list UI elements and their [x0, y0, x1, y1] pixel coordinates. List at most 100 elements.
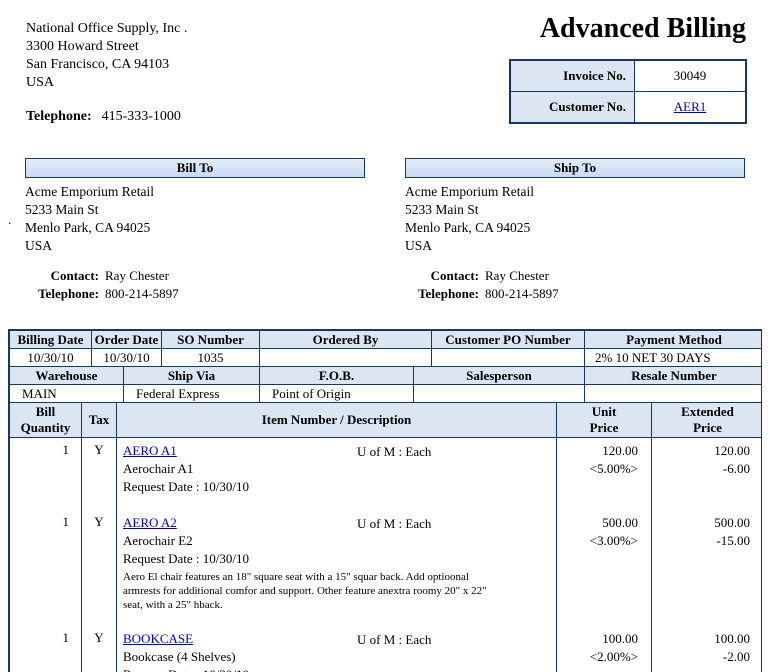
extended-price-cell: 100.00 -2.00 — [651, 626, 761, 672]
item-number-line: BOOKCASE U of M : Each — [123, 630, 556, 648]
invoice-number-box: Invoice No. 30049 Customer No. AER1 — [509, 59, 747, 124]
order-date-header: Order Date — [91, 330, 162, 349]
invoice-no-row: Invoice No. 30049 — [510, 60, 746, 92]
order-info-header-row: Billing Date Order Date SO Number Ordere… — [9, 330, 761, 349]
invoice-no-value: 30049 — [634, 60, 746, 92]
line-items-table: Bill Quantity Tax Item Number / Descript… — [9, 403, 761, 672]
line-quantity: 1 — [9, 510, 82, 626]
line-tax-flag: Y — [81, 510, 117, 626]
warehouse-value: MAIN — [9, 384, 124, 403]
unit-price-header: Unit Price — [556, 403, 652, 438]
ship-to-address-line: USA — [405, 238, 433, 253]
bill-to-address-line: Menlo Park, CA 94025 — [25, 220, 151, 235]
company-name: National Office Supply, Inc . — [26, 21, 188, 36]
page-header: National Office Supply, Inc . 3300 Howar… — [0, 14, 770, 126]
resale-number-header: Resale Number — [584, 367, 761, 385]
item-number-link[interactable]: BOOKCASE — [123, 631, 194, 646]
so-number-value: 1035 — [161, 348, 260, 367]
ship-via-value: Federal Express — [123, 384, 260, 403]
customer-no-link[interactable]: AER1 — [673, 99, 707, 114]
ordered-by-value — [259, 348, 432, 367]
extended-price-header: Extended Price — [651, 403, 761, 438]
order-date-value: 10/30/10 — [91, 348, 162, 367]
line-description-cell: AERO A2 U of M : Each Aerochair E2 Reque… — [116, 510, 557, 626]
extended-price-cell: 120.00 -6.00 — [651, 437, 761, 510]
telephone-label: Telephone: — [418, 286, 479, 301]
item-description-header: Item Number / Description — [116, 403, 557, 438]
line-quantity: 1 — [9, 437, 82, 510]
request-date-text: Request Date : 10/30/10 — [123, 551, 250, 566]
customer-po-value — [431, 348, 585, 367]
item-description-text: Bookcase (4 Shelves) — [123, 649, 236, 664]
line-description-cell: AERO A1 U of M : Each Aerochair A1 Reque… — [116, 437, 557, 510]
company-address-line: 3300 Howard Street — [26, 39, 139, 54]
company-block: National Office Supply, Inc . 3300 Howar… — [26, 20, 187, 126]
invoice-no-label: Invoice No. — [510, 60, 635, 92]
bill-to-address-line: Acme Emporium Retail — [25, 184, 154, 199]
bill-to-telephone-line: Telephone: 800-214-5897 — [25, 285, 365, 303]
stray-period-mark: . — [8, 212, 12, 227]
customer-no-label: Customer No. — [510, 91, 635, 123]
unit-price-cell: 100.00 <2.00%> — [556, 626, 652, 672]
unit-price-value: 120.00 — [602, 443, 638, 458]
fob-value: Point of Origin — [259, 384, 414, 403]
unit-discount-value: <2.00%> — [589, 649, 638, 664]
item-number-link[interactable]: AERO A1 — [123, 443, 177, 458]
telephone-label: Telephone: — [38, 286, 99, 301]
company-address-line: San Francisco, CA 94103 — [26, 57, 170, 72]
unit-of-measure: U of M : Each — [357, 516, 432, 531]
billing-date-header: Billing Date — [9, 330, 92, 349]
extended-price-value: 120.00 — [714, 443, 750, 458]
ship-to-address-line: Acme Emporium Retail — [405, 184, 534, 199]
line-items-header-row: Bill Quantity Tax Item Number / Descript… — [9, 403, 761, 438]
ship-to-address: Acme Emporium Retail 5233 Main St Menlo … — [405, 183, 745, 255]
customer-no-row: Customer No. AER1 — [510, 91, 746, 123]
invoice-detail-grid: Billing Date Order Date SO Number Ordere… — [8, 329, 762, 672]
so-number-header: SO Number — [161, 330, 260, 349]
telephone-value: 800-214-5897 — [485, 286, 559, 301]
ship-to-contact-block: Contact: Ray Chester Telephone: 800-214-58… — [405, 267, 745, 303]
line-item-row: 1 Y AERO A2 U of M : Each Aerochair E2 R… — [9, 510, 761, 626]
ship-via-header: Ship Via — [123, 367, 260, 385]
company-telephone-line: Telephone: 415-333-1000 — [26, 108, 187, 126]
item-number-link[interactable]: AERO A2 — [123, 515, 177, 530]
extended-discount-value: -6.00 — [722, 461, 750, 476]
bill-to-section: Bill To Acme Emporium Retail 5233 Main S… — [25, 158, 365, 303]
extended-discount-value: -15.00 — [716, 533, 750, 548]
customer-po-header: Customer PO Number — [431, 330, 585, 349]
item-number-line: AERO A2 U of M : Each — [123, 514, 556, 532]
salesperson-value — [413, 384, 585, 403]
line-quantity: 1 — [9, 626, 82, 672]
line-description-cell: BOOKCASE U of M : Each Bookcase (4 Shelv… — [116, 626, 557, 672]
resale-number-value — [584, 384, 761, 403]
unit-price-cell: 120.00 <5.00%> — [556, 437, 652, 510]
company-address-line: USA — [26, 75, 55, 90]
bill-quantity-header: Bill Quantity — [9, 403, 82, 438]
extended-price-value: 100.00 — [714, 631, 750, 646]
ordered-by-header: Ordered By — [259, 330, 432, 349]
company-telephone-label: Telephone: — [26, 109, 92, 124]
order-info-table-row1: Billing Date Order Date SO Number Ordere… — [9, 330, 761, 367]
item-number-line: AERO A1 U of M : Each — [123, 442, 556, 460]
bill-to-address-line: 5233 Main St — [25, 202, 99, 217]
order-info-table-row2: Warehouse Ship Via F.O.B. Salesperson Re… — [9, 367, 761, 403]
item-description-text: Aerochair E2 — [123, 533, 193, 548]
company-telephone-value: 415-333-1000 — [101, 109, 181, 124]
line-tax-flag: Y — [81, 626, 117, 672]
item-description-text: Aerochair A1 — [123, 461, 194, 476]
request-date-text: Request Date : 10/30/10 — [123, 666, 556, 672]
unit-price-value: 100.00 — [602, 631, 638, 646]
ship-to-address-line: 5233 Main St — [405, 202, 479, 217]
bill-to-header: Bill To — [25, 158, 365, 178]
ship-to-contact-line: Contact: Ray Chester — [405, 267, 745, 285]
tax-header: Tax — [81, 403, 117, 438]
payment-method-value: 2% 10 NET 30 DAYS — [584, 348, 761, 367]
ship-to-section: Ship To Acme Emporium Retail 5233 Main S… — [405, 158, 745, 303]
unit-discount-value: <5.00%> — [589, 461, 638, 476]
bill-to-contact-line: Contact: Ray Chester — [25, 267, 365, 285]
order-info-value-row: 10/30/10 10/30/10 1035 2% 10 NET 30 DAYS — [9, 348, 761, 367]
extended-price-value: 500.00 — [714, 515, 750, 530]
fob-header: F.O.B. — [259, 367, 414, 385]
telephone-value: 800-214-5897 — [105, 286, 179, 301]
